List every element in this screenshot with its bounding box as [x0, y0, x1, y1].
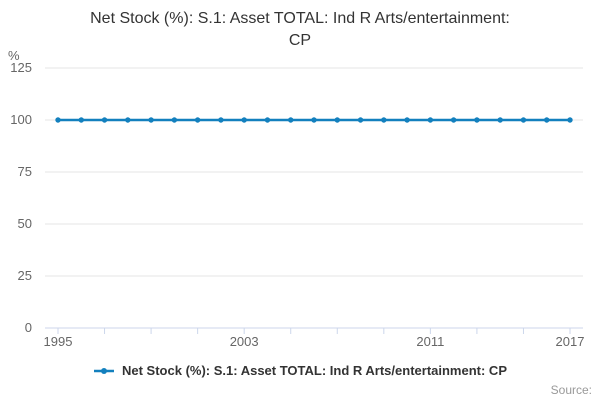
x-axis-tick-label: 2011	[416, 334, 445, 349]
data-point-marker	[148, 117, 154, 123]
data-point-marker	[544, 117, 550, 123]
y-axis-tick-label: 25	[17, 268, 32, 283]
data-point-marker	[450, 117, 457, 123]
y-axis-unit-label: %	[8, 48, 20, 63]
y-axis-tick-label: 100	[10, 112, 32, 127]
source-credit: Source:	[550, 383, 592, 397]
chart-title-line-2: CP	[288, 32, 312, 49]
gridlines	[45, 67, 583, 329]
data-point-marker	[55, 117, 61, 123]
data-point-marker	[357, 117, 364, 123]
chart-title-line-1: Net Stock (%): S.1: Asset TOTAL: Ind R A…	[90, 10, 510, 27]
data-point-marker	[567, 117, 573, 123]
data-point-marker	[78, 117, 84, 123]
legend-item[interactable]: Net Stock (%): S.1: Asset TOTAL: Ind R A…	[0, 363, 600, 378]
data-point-marker	[311, 117, 317, 123]
legend-label: Net Stock (%): S.1: Asset TOTAL: Ind R A…	[122, 363, 507, 378]
x-axis-tick-label: 1995	[43, 334, 73, 349]
chart-title: Net Stock (%): S.1: Asset TOTAL: Ind R A…	[0, 8, 600, 52]
x-axis-tick-label: 2003	[229, 334, 259, 349]
x-axis-tick-label: 2017	[555, 334, 585, 349]
data-point-marker	[381, 117, 387, 123]
data-point-marker	[101, 117, 108, 123]
data-point-marker	[404, 117, 410, 123]
y-axis-tick-label: 0	[24, 320, 32, 335]
data-point-marker	[497, 117, 503, 123]
y-axis-tick-label: 125	[10, 60, 32, 75]
data-point-marker	[264, 117, 271, 123]
data-point-marker	[241, 117, 247, 123]
y-axis-tick-label: 50	[17, 216, 32, 231]
data-point-marker	[288, 117, 294, 123]
data-point-marker	[171, 117, 178, 123]
data-point-marker	[474, 117, 480, 123]
data-point-marker	[427, 117, 434, 123]
data-point-marker	[194, 117, 201, 123]
data-point-marker	[520, 117, 527, 123]
legend-series-marker-icon	[94, 367, 114, 374]
data-point-marker	[218, 117, 224, 123]
data-point-marker	[125, 117, 131, 123]
data-point-marker	[334, 117, 340, 123]
y-axis-tick-label: 75	[17, 164, 32, 179]
x-axis-ticks	[57, 328, 571, 334]
series-markers	[55, 117, 573, 123]
